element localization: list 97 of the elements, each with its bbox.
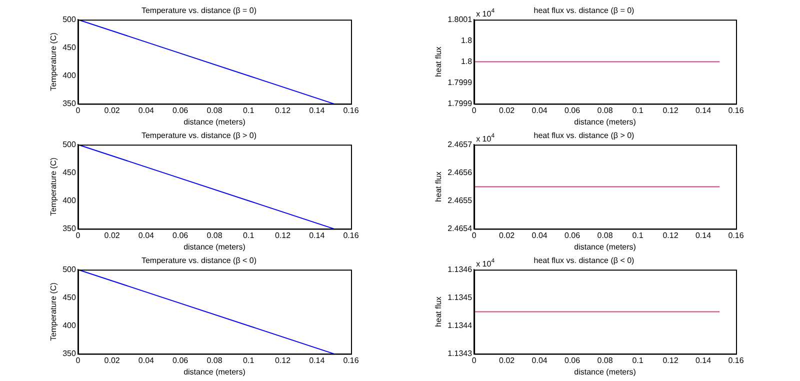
x-axis-title: distance (meters) (574, 242, 636, 252)
y-tick-label: 400 (62, 320, 76, 330)
x-tick-label: 0.1 (243, 106, 255, 115)
x-tick-label: 0.16 (728, 230, 744, 240)
x-tick-label: 0.08 (206, 356, 223, 365)
x-tick-label: 0.06 (564, 356, 581, 365)
x-tick-label: 0 (472, 230, 477, 240)
y-axis-title: Temperature (C) (49, 282, 58, 341)
x-tick-label: 0.04 (138, 106, 155, 115)
x-tick-label: 0 (472, 356, 477, 365)
x-tick-label: 0.12 (274, 230, 292, 240)
x-tick-label: 0.16 (343, 356, 360, 365)
x-tick-label: 0.12 (274, 106, 292, 115)
x-tick-label: 0.14 (695, 356, 712, 365)
y-tick-label: 450 (62, 42, 76, 52)
x-tick-label: 0.14 (695, 106, 712, 115)
x-tick-label: 0.16 (343, 230, 360, 240)
x-tick-label: 0.14 (309, 106, 326, 115)
chart-title: Temperature vs. distance (β = 0) (141, 6, 257, 16)
y-tick-label: 450 (62, 168, 76, 177)
y-tick-label: 1.7999 (448, 78, 473, 87)
y-tick-label: 500 (62, 14, 76, 24)
x-axis-title: distance (meters) (184, 367, 246, 376)
y-tick-label: 1.8001 (448, 14, 473, 24)
y-tick-label: 350 (62, 99, 76, 108)
y-tick-label: 500 (62, 140, 76, 149)
y-tick-label: 1.1344 (448, 320, 473, 330)
y-tick-label: 400 (62, 196, 76, 205)
x-tick-label: 0.06 (172, 356, 189, 365)
chart-title: heat flux vs. distance (β < 0) (534, 256, 635, 266)
x-tick-label: 0.12 (274, 356, 292, 365)
x-axis-title: distance (meters) (574, 367, 636, 376)
x-tick-label: 0.06 (172, 230, 189, 240)
y-tick-label: 1.1346 (448, 264, 473, 274)
x-tick-label: 0 (76, 230, 81, 240)
x-tick-label: 0.08 (206, 106, 223, 115)
chart-title: Temperature vs. distance (β > 0) (141, 131, 257, 140)
y-tick-label: 2.4654 (448, 224, 473, 234)
y-tick-label: 2.4657 (448, 140, 473, 149)
x-tick-label: 0.12 (662, 356, 679, 365)
y-axis-title: heat flux (434, 296, 444, 327)
y-tick-label: 2.4656 (448, 168, 473, 177)
x-tick-label: 0.02 (104, 106, 120, 115)
y-tick-label: 350 (62, 349, 76, 358)
x-axis-title: distance (meters) (184, 117, 246, 126)
x-tick-label: 0.04 (532, 230, 548, 240)
x-tick-label: 0.12 (662, 106, 679, 115)
y-tick-label: 1.8 (460, 56, 473, 66)
y-axis-title: heat flux (434, 46, 444, 77)
x-tick-label: 0.12 (662, 230, 679, 240)
x-tick-label: 0.08 (597, 356, 614, 365)
x-tick-label: 0.02 (499, 230, 516, 240)
chart-title: heat flux vs. distance (β > 0) (534, 131, 635, 140)
x-axis-title: distance (meters) (574, 117, 636, 126)
x-tick-label: 0.1 (632, 356, 644, 365)
chart-title: heat flux vs. distance (β = 0) (534, 6, 635, 16)
x-tick-label: 0.16 (343, 106, 360, 115)
x-tick-label: 0 (76, 356, 81, 365)
x-tick-label: 0.1 (243, 230, 255, 240)
y-tick-label: 1.8 (460, 36, 473, 45)
chart-title: Temperature vs. distance (β < 0) (141, 256, 257, 266)
x-tick-label: 0.04 (532, 106, 548, 115)
x-tick-label: 0.06 (564, 106, 581, 115)
x-tick-label: 0 (76, 106, 81, 115)
x-tick-label: 0.02 (104, 230, 120, 240)
x-tick-label: 0.08 (597, 230, 614, 240)
x-tick-label: 0.1 (632, 230, 644, 240)
y-tick-label: 1.1345 (448, 292, 473, 302)
x-tick-label: 0.02 (499, 106, 516, 115)
y-axis-title: heat flux (434, 172, 444, 202)
x-tick-label: 0.16 (728, 106, 744, 115)
y-tick-label: 1.7999 (448, 99, 473, 108)
x-tick-label: 0.14 (309, 356, 326, 365)
y-tick-label: 1.1343 (448, 349, 473, 358)
x-tick-label: 0.1 (632, 106, 644, 115)
x-tick-label: 0.16 (728, 356, 744, 365)
x-tick-label: 0.08 (597, 106, 614, 115)
y-tick-label: 400 (62, 70, 76, 80)
x-tick-label: 0.14 (695, 230, 712, 240)
x-tick-label: 0.14 (309, 230, 326, 240)
y-axis-title: Temperature (C) (49, 32, 58, 91)
y-axis-title: Temperature (C) (49, 157, 58, 216)
x-tick-label: 0.08 (206, 230, 223, 240)
x-tick-label: 0 (472, 106, 477, 115)
y-tick-label: 350 (62, 224, 76, 234)
x-tick-label: 0.02 (104, 356, 120, 365)
x-tick-label: 0.1 (243, 356, 255, 365)
x-axis-title: distance (meters) (184, 242, 246, 252)
x-tick-label: 0.02 (499, 356, 516, 365)
x-tick-label: 0.06 (564, 230, 581, 240)
x-tick-label: 0.04 (138, 356, 155, 365)
x-tick-label: 0.04 (138, 230, 155, 240)
x-tick-label: 0.04 (532, 356, 548, 365)
y-tick-label: 450 (62, 292, 76, 302)
y-tick-label: 500 (62, 264, 76, 274)
x-tick-label: 0.06 (172, 106, 189, 115)
y-tick-label: 2.4655 (448, 196, 473, 205)
